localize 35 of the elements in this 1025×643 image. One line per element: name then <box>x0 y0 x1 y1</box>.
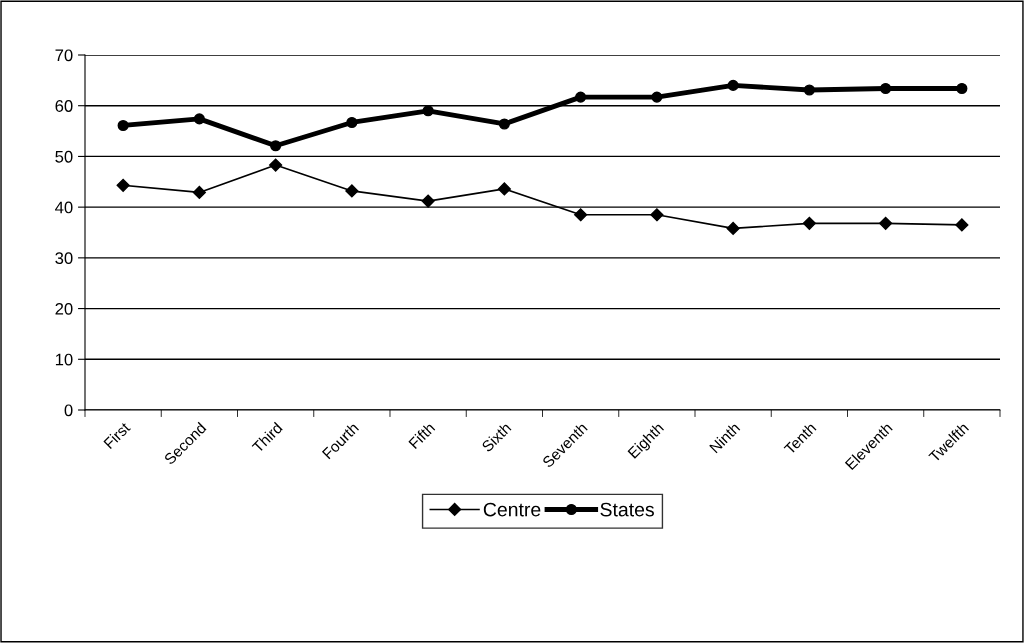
point <box>497 182 511 196</box>
y-tick-label: 30 <box>55 252 73 265</box>
point <box>726 221 740 236</box>
point <box>880 82 892 95</box>
point <box>345 184 359 198</box>
y-tick-label: 20 <box>55 302 73 315</box>
point <box>574 208 588 222</box>
point <box>803 84 815 96</box>
point <box>651 91 663 103</box>
point <box>269 158 283 172</box>
y-tick-label: 60 <box>55 100 73 112</box>
point <box>498 118 510 130</box>
y-tick-label: 0 <box>64 404 73 417</box>
y-tick-label: 40 <box>55 201 73 214</box>
point <box>422 105 434 117</box>
point <box>650 208 664 222</box>
point <box>192 185 206 200</box>
point <box>116 178 130 192</box>
point <box>346 116 358 129</box>
point <box>270 140 282 152</box>
point <box>421 194 435 208</box>
point <box>727 79 739 91</box>
point <box>193 113 205 125</box>
legend-label: States <box>600 502 654 517</box>
point <box>879 216 893 230</box>
point <box>117 119 129 132</box>
x-tick-label: Fifth <box>408 421 436 450</box>
y-tick-label: 50 <box>55 150 73 163</box>
point <box>575 91 587 103</box>
legend-label: Centre <box>483 502 541 517</box>
point <box>956 82 968 95</box>
y-tick-label: 10 <box>55 353 73 366</box>
point <box>802 216 816 230</box>
point <box>955 218 969 232</box>
y-tick-label: 70 <box>55 49 73 62</box>
